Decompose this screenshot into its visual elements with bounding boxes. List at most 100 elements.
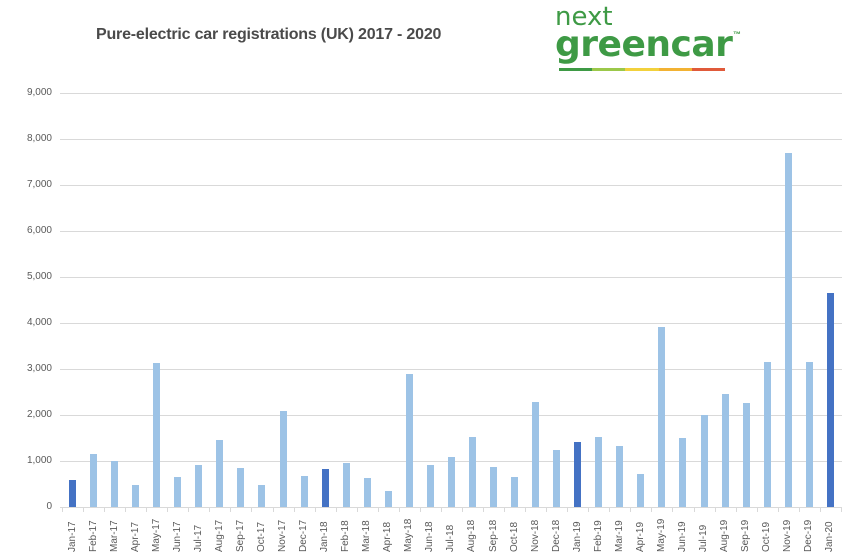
logo-color-bar	[559, 68, 726, 71]
x-axis-label: Jun-17	[172, 521, 183, 552]
x-axis-tick	[504, 507, 505, 512]
nextgreencar-logo: next greencar ™	[555, 4, 755, 74]
gridline	[60, 231, 842, 232]
x-axis-tick	[778, 507, 779, 512]
x-axis-tick	[441, 507, 442, 512]
x-axis-label: Sep-19	[740, 519, 751, 552]
x-axis-tick	[62, 507, 63, 512]
logo-greencar-text: greencar	[555, 24, 733, 65]
bar-apr-18	[385, 491, 392, 507]
bar-mar-17	[111, 461, 118, 507]
bar-sep-17	[237, 468, 244, 507]
bar-aug-18	[469, 437, 476, 507]
y-axis-label: 1,000	[26, 455, 52, 466]
x-axis-tick	[336, 507, 337, 512]
x-axis-tick	[83, 507, 84, 512]
x-axis-label: Oct-18	[509, 521, 520, 552]
logo-bar-segment	[592, 68, 626, 71]
bar-nov-17	[280, 411, 287, 507]
x-axis-tick	[841, 507, 842, 512]
x-axis-tick	[273, 507, 274, 512]
bar-jun-18	[427, 465, 434, 507]
bar-jan-17	[69, 480, 76, 507]
bar-aug-19	[722, 394, 729, 507]
y-axis-label: 7,000	[26, 179, 52, 190]
bar-may-19	[658, 327, 665, 507]
gridline	[60, 323, 842, 324]
logo-bar-segment	[691, 68, 726, 71]
bar-feb-18	[343, 463, 350, 507]
x-axis-tick	[251, 507, 252, 512]
x-axis-tick	[546, 507, 547, 512]
x-axis-tick	[483, 507, 484, 512]
x-axis-label: May-18	[403, 518, 414, 552]
x-axis-label: Sep-18	[488, 519, 499, 552]
chart-title: Pure-electric car registrations (UK) 201…	[96, 26, 442, 43]
x-axis-tick	[420, 507, 421, 512]
x-axis-tick	[609, 507, 610, 512]
x-axis-label: Mar-19	[614, 520, 625, 552]
x-axis-tick	[651, 507, 652, 512]
x-axis-tick	[799, 507, 800, 512]
x-axis-label: Sep-17	[235, 519, 246, 552]
x-axis-label: Aug-18	[466, 519, 477, 552]
x-axis-label: Apr-17	[130, 521, 141, 552]
x-axis-tick	[146, 507, 147, 512]
x-axis-tick	[294, 507, 295, 512]
gridline	[60, 507, 842, 508]
x-axis-tick	[820, 507, 821, 512]
x-axis-label: Feb-19	[593, 520, 604, 552]
bar-dec-17	[301, 476, 308, 507]
bar-apr-19	[637, 474, 644, 507]
bar-mar-18	[364, 478, 371, 507]
bar-jan-19	[574, 442, 581, 507]
x-axis-tick	[462, 507, 463, 512]
x-axis-label: Jul-19	[698, 524, 709, 552]
x-axis-label: Jan-18	[319, 521, 330, 552]
y-axis-label: 3,000	[26, 363, 52, 374]
bar-sep-18	[490, 467, 497, 507]
y-axis-label: 0	[46, 501, 52, 512]
bar-oct-18	[511, 477, 518, 507]
bar-apr-17	[132, 485, 139, 507]
x-axis-label: Jan-20	[824, 521, 835, 552]
bar-oct-19	[764, 362, 771, 507]
x-axis-label: Nov-19	[782, 519, 793, 552]
gridline	[60, 185, 842, 186]
x-axis-tick	[736, 507, 737, 512]
x-axis-tick	[104, 507, 105, 512]
y-axis-label: 9,000	[26, 87, 52, 98]
x-axis-tick	[209, 507, 210, 512]
gridline	[60, 93, 842, 94]
bar-jun-19	[679, 438, 686, 507]
x-axis-tick	[757, 507, 758, 512]
logo-next-text: next	[555, 2, 613, 32]
x-axis-tick	[188, 507, 189, 512]
bar-jul-18	[448, 457, 455, 507]
x-axis-label: Aug-19	[719, 519, 730, 552]
x-axis-label: Mar-17	[109, 520, 120, 552]
bar-jun-17	[174, 477, 181, 507]
bar-oct-17	[258, 485, 265, 507]
x-axis-tick	[588, 507, 589, 512]
x-axis-label: Apr-19	[635, 521, 646, 552]
logo-bar-segment	[625, 68, 659, 71]
x-axis-label: Apr-18	[382, 521, 393, 552]
x-axis-label: Dec-19	[803, 519, 814, 552]
bar-may-17	[153, 363, 160, 507]
gridline	[60, 369, 842, 370]
y-axis-label: 4,000	[26, 317, 52, 328]
y-axis-label: 8,000	[26, 133, 52, 144]
x-axis-label: Mar-18	[361, 520, 372, 552]
bar-dec-19	[806, 362, 813, 507]
y-axis-label: 6,000	[26, 225, 52, 236]
y-axis-label: 2,000	[26, 409, 52, 420]
x-axis-label: Nov-17	[277, 519, 288, 552]
x-axis-tick	[399, 507, 400, 512]
bar-sep-19	[743, 403, 750, 507]
x-axis-label: Jul-17	[193, 524, 204, 552]
bar-feb-19	[595, 437, 602, 507]
x-axis-label: May-19	[656, 518, 667, 552]
bar-jan-20	[827, 293, 834, 507]
